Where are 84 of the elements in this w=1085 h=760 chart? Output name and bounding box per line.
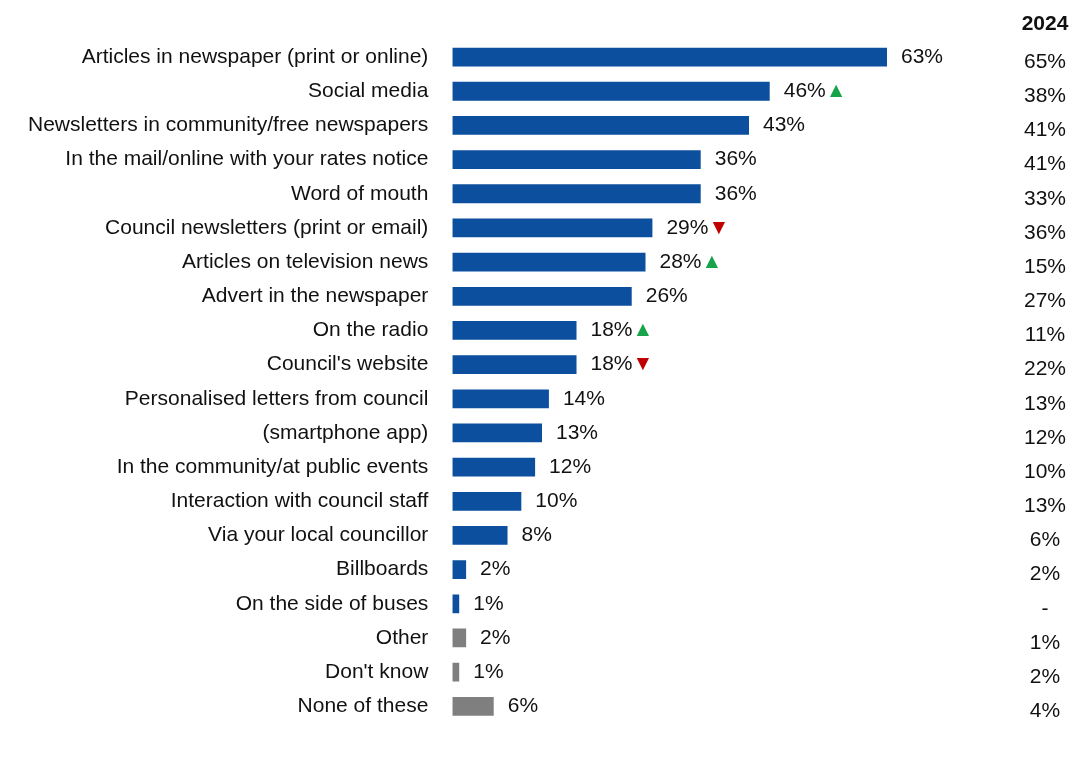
- text: 36%: [1023, 219, 1067, 243]
- text: 22%: [1023, 356, 1067, 380]
- text: 6%: [1029, 527, 1061, 551]
- data-label: 43%: [763, 112, 806, 136]
- text: 1%: [1029, 629, 1061, 653]
- data-label: 29%: [666, 214, 709, 238]
- bar: [452, 47, 887, 67]
- text: 27%: [1023, 288, 1067, 312]
- bar: [452, 560, 467, 580]
- bar: [452, 628, 467, 648]
- data-label: 14%: [562, 385, 605, 409]
- y-tick-label: Social media: [308, 78, 429, 102]
- bar: [452, 696, 494, 716]
- bar: [452, 457, 536, 477]
- data-label: 18%: [590, 317, 633, 341]
- text: 13%: [1023, 493, 1067, 517]
- text: 33%: [1023, 185, 1067, 209]
- text: 12%: [1023, 424, 1067, 448]
- y-tick-label: (smartphone app): [262, 419, 429, 443]
- y-tick-label: Word of mouth: [290, 180, 429, 204]
- bar: [452, 321, 577, 340]
- bar: [452, 286, 632, 306]
- y-tick-label: Council newsletters (print or email): [105, 214, 429, 238]
- y-tick-label: In the community/at public events: [116, 453, 429, 477]
- bar: [452, 526, 508, 545]
- text: -: [1041, 595, 1049, 619]
- data-label: 46%: [783, 78, 826, 102]
- text: 13%: [1023, 390, 1067, 414]
- bar: [452, 389, 549, 409]
- data-label: 10%: [535, 488, 578, 512]
- text: 38%: [1023, 83, 1067, 107]
- text: 65%: [1023, 48, 1067, 72]
- data-label: 2%: [480, 624, 511, 648]
- bar: [452, 491, 522, 511]
- text: 10%: [1023, 458, 1067, 482]
- annotation: ▲: [632, 317, 654, 341]
- text: 41%: [1023, 117, 1067, 141]
- bar: [452, 150, 701, 169]
- text: 41%: [1023, 151, 1067, 175]
- y-tick-label: Articles in newspaper (print or online): [81, 43, 429, 67]
- y-tick-label: In the mail/online with your rates notice: [65, 146, 429, 170]
- y-tick-label: On the radio: [312, 317, 429, 341]
- data-label: 1%: [473, 590, 504, 614]
- data-label: 6%: [507, 693, 539, 717]
- text: 2%: [1029, 663, 1061, 687]
- bar: [452, 252, 646, 272]
- annotation: ▼: [708, 214, 730, 238]
- bar: [452, 423, 543, 443]
- data-label: 36%: [714, 146, 757, 170]
- text: 4%: [1029, 698, 1061, 722]
- bar: [452, 81, 770, 101]
- y-tick-label: None of these: [297, 693, 429, 717]
- bar: [452, 184, 701, 204]
- data-label: 28%: [659, 248, 702, 272]
- text: 11%: [1024, 322, 1066, 346]
- data-label: 36%: [714, 180, 757, 204]
- y-tick-label: Don't know: [325, 658, 430, 682]
- y-tick-label: Via your local councillor: [208, 522, 429, 546]
- y-tick-label: Articles on television news: [182, 248, 429, 272]
- y-tick-label: Newsletters in community/free newspapers: [27, 112, 429, 136]
- data-label: 1%: [473, 658, 504, 682]
- bar: [452, 218, 653, 238]
- text: 2%: [1029, 561, 1061, 585]
- data-label: 2%: [480, 556, 511, 580]
- y-tick-label: Advert in the newspaper: [201, 283, 429, 307]
- data-label: 63%: [900, 43, 944, 67]
- data-label: 12%: [549, 453, 592, 477]
- y-tick-label: Personalised letters from council: [124, 385, 429, 409]
- data-label: 8%: [521, 522, 552, 546]
- y-tick-label: On the side of buses: [235, 590, 429, 614]
- data-label: 26%: [645, 283, 688, 307]
- text: 15%: [1023, 253, 1067, 277]
- bar: [452, 355, 577, 375]
- text: 2024: [1021, 10, 1069, 34]
- annotation: ▼: [632, 351, 654, 375]
- y-tick-label: Council's website: [266, 351, 429, 375]
- bar: [452, 116, 749, 135]
- data-label: 18%: [590, 351, 633, 375]
- y-tick-label: Billboards: [336, 556, 429, 580]
- data-label: 13%: [556, 419, 599, 443]
- y-tick-label: Interaction with council staff: [170, 488, 429, 512]
- annotation: ▲: [701, 248, 723, 272]
- annotation: ▲: [825, 78, 847, 102]
- y-tick-label: Other: [375, 624, 429, 648]
